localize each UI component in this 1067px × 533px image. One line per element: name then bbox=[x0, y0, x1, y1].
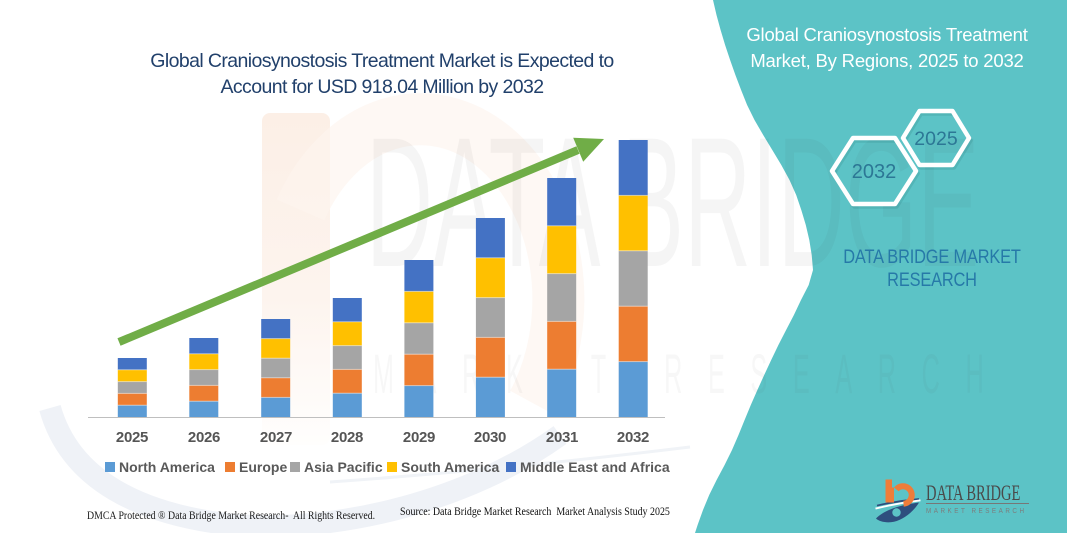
svg-text:2032: 2032 bbox=[852, 161, 897, 183]
svg-text:2025: 2025 bbox=[914, 128, 958, 150]
svg-text:DATA BRIDGE: DATA BRIDGE bbox=[926, 481, 1020, 506]
svg-text:MARKET RESEARCH: MARKET RESEARCH bbox=[926, 508, 1027, 516]
